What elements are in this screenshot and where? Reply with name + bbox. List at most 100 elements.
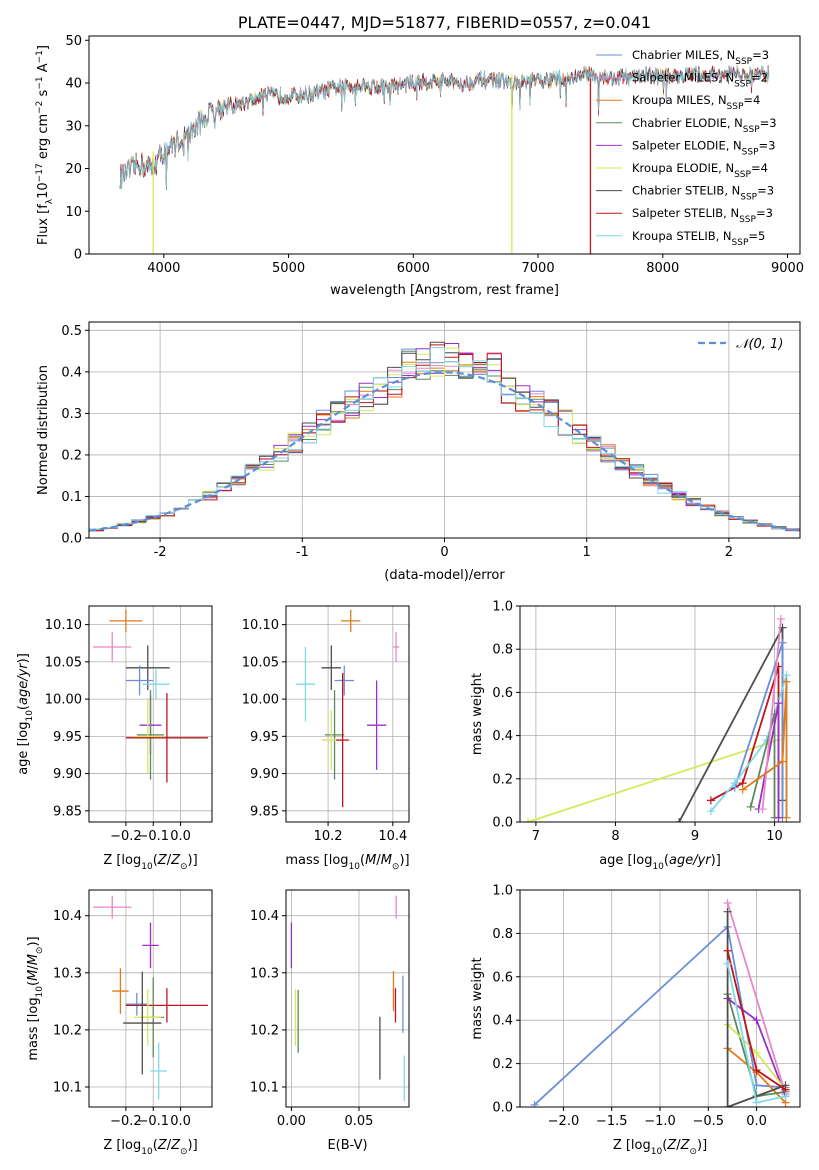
y-axis-label: Normed distribution [36,365,51,495]
weight-marker [730,779,739,788]
x-tick-label: 8000 [646,261,679,276]
weight-marker [723,959,732,968]
weight-lines [530,899,790,1107]
weight-marker [778,638,787,647]
y-tick-label: 0.0 [492,816,513,831]
x-tick-label: 7 [532,829,540,844]
x-tick-label: -1 [296,545,309,560]
weight-marker [752,1066,761,1075]
axes-frame [88,889,213,1108]
spectrum-series-line [119,65,770,190]
y-tick-label: 9.90 [53,767,82,782]
errorbar-group [93,609,208,783]
y-tick-label: 9.95 [53,730,82,745]
y-tick-label: 10.05 [45,655,82,670]
legend-label: Kroupa ELODIE, NSSP=4 [632,161,768,180]
y-tick-label: 0.8 [492,643,513,658]
weight-marker [738,785,747,794]
x-tick-label: 10 [766,829,783,844]
y-tick-label: 0 [74,248,82,263]
weight-marker [723,899,732,908]
x-axis-label: Z [log10(Z/Z⊙)] [613,1138,707,1157]
x-axis-label: (data-model)/error [384,568,505,583]
y-axis-label: mass weight [470,957,485,1039]
errorbar-group [295,609,400,808]
y-tick-label: 10.4 [250,909,279,924]
errorbar-group [290,895,405,1102]
x-tick-label: −0.2 [110,829,142,844]
x-tick-label: 0.00 [277,1114,306,1129]
y-tick-label: 0.3 [61,407,82,422]
y-tick-label: 10.00 [45,693,82,708]
y-tick-label: 10.10 [242,618,279,633]
x-tick-label: 0 [440,545,448,560]
x-tick-label: 0.0 [746,1114,767,1129]
y-tick-label: 10.05 [242,655,279,670]
weight-marker [723,907,732,916]
weight-marker [752,1098,761,1107]
axes-frame [88,35,801,255]
x-tick-label: −1.0 [644,1114,676,1129]
y-tick-label: 0.4 [492,729,513,744]
weight-marker [781,1092,790,1101]
errorbar-group [93,895,208,1100]
x-tick-label: 7000 [522,261,555,276]
x-axis-label: Z [log10(Z/Z⊙)] [103,1138,197,1157]
y-axis-label: mass [log10(M/M⊙)] [26,936,45,1060]
weight-series-line [726,902,787,1095]
x-tick-label: −1.5 [596,1114,628,1129]
histogram-series [89,347,800,533]
x-axis-label: Z [log10(Z/Z⊙)] [103,853,197,872]
legend-label: 𝒩(0, 1) [736,337,783,352]
y-tick-label: 9.95 [250,730,279,745]
x-tick-label: 9000 [771,261,804,276]
x-tick-label: 10.4 [378,829,407,844]
y-tick-label: 0.0 [61,532,82,547]
x-tick-label: −0.2 [110,1114,142,1129]
y-axis-label: Flux [fλ10−17 erg cm−2 s−1 A−1] [35,45,55,245]
weight-marker [706,807,715,816]
y-tick-label: 0.4 [492,1014,513,1029]
weight-series-line [742,681,788,818]
weight-marker [523,818,532,822]
weight-series-line [527,703,780,822]
y-tick-label: 20 [65,162,82,177]
y-tick-label: 1.0 [492,884,513,899]
y-tick-label: 0.5 [61,324,82,339]
weight-series-line [726,911,786,1107]
x-tick-label: −0.1 [137,1114,169,1129]
legend-label: Chabrier ELODIE, NSSP=3 [632,116,777,135]
legend-label: Salpeter STELIB, NSSP=3 [632,206,773,225]
y-tick-label: 10 [65,205,82,220]
x-tick-label: 10.2 [314,829,343,844]
legend-label: Salpeter ELODIE, NSSP=3 [632,138,775,157]
weight-marker [706,796,715,805]
axes-frame [285,605,410,823]
x-tick-label: 9 [691,829,699,844]
x-tick-label: −0.1 [137,829,169,844]
weight-marker [758,805,767,814]
legend-label: Chabrier MILES, NSSP=3 [632,48,769,67]
y-tick-label: 10.3 [53,966,82,981]
x-tick-label: 0.0 [170,1114,191,1129]
y-tick-label: 0.6 [492,686,513,701]
weight-marker [752,1016,761,1025]
x-tick-label: −0.5 [692,1114,724,1129]
y-tick-label: 1.0 [492,600,513,615]
legend-label: Chabrier STELIB, NSSP=3 [632,184,774,203]
weight-marker [776,614,785,623]
normal-reference-curve [89,371,800,532]
weight-marker [723,946,732,955]
x-axis-label: E(B-V) [327,1138,367,1153]
y-tick-label: 10.10 [45,618,82,633]
y-tick-label: 10.1 [250,1081,279,1096]
axes-frame [519,605,801,823]
y-tick-label: 50 [65,34,82,49]
y-tick-label: 40 [65,77,82,92]
x-tick-label: 4000 [147,261,180,276]
histogram-steps [89,341,800,533]
x-axis-label: wavelength [Angstrom, rest frame] [330,283,559,298]
weight-marker [778,757,787,766]
x-axis-label: mass [log10(M/M⊙)] [285,853,409,872]
y-axis-label: age [log10(age/yr)] [16,653,35,775]
